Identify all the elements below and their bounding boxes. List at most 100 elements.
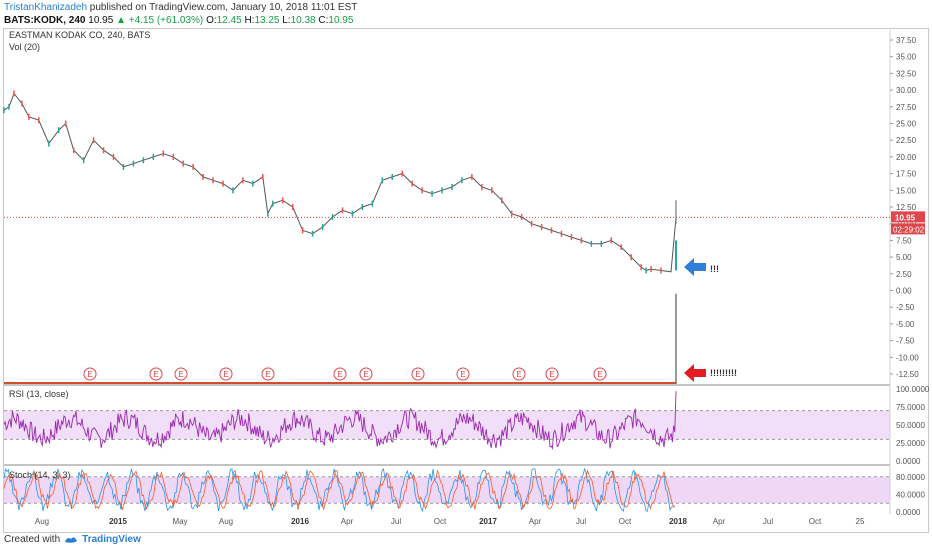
high-value: 13.25 — [254, 15, 280, 26]
earnings-marker-label: E — [265, 370, 270, 379]
y-tick-label: 7.50 — [896, 236, 912, 245]
open-value: 12.45 — [216, 15, 242, 26]
y-tick-label: 27.50 — [896, 103, 917, 112]
symbol-label: BATS:KODK, 240 — [4, 15, 86, 26]
x-tick-label: 2018 — [669, 517, 687, 526]
earnings-marker-label: E — [516, 370, 521, 379]
x-tick-label: 25 — [856, 517, 865, 526]
publish-info: published on TradingView.com, January 10… — [89, 2, 358, 13]
x-tick-label: Jul — [391, 517, 401, 526]
y-tick-label: -5.00 — [896, 320, 915, 329]
close-label: C: — [318, 15, 329, 26]
overlays: 10.95 02:29:02 — [4, 211, 925, 382]
earnings-marker: E — [333, 367, 347, 381]
earnings-marker: E — [261, 367, 275, 381]
x-tick-label: Jul — [763, 517, 773, 526]
x-tick-label: Oct — [619, 517, 632, 526]
earnings-marker: E — [512, 367, 526, 381]
earnings-marker: E — [219, 367, 233, 381]
x-tick-label: Jul — [576, 517, 586, 526]
stoch-band — [4, 476, 890, 504]
price-tag-timer-bg — [891, 223, 925, 235]
footer: Created with TradingView — [4, 534, 141, 545]
blue-arrow-icon — [684, 258, 706, 276]
symbol-line: BATS:KODK, 240 10.95 ▲ +4.15 (+61.03%) O… — [4, 15, 353, 26]
x-tick-label: Aug — [35, 517, 49, 526]
publish-line: TristanKhanizadeh published on TradingVi… — [4, 2, 357, 13]
y-tick-label: 0.00 — [896, 286, 912, 295]
y-tick-label: -10.00 — [896, 353, 919, 362]
rsi-tick-label: 75.0000 — [896, 403, 925, 412]
blue-note: !!! — [710, 264, 719, 274]
stoch-d-line — [3, 469, 675, 511]
y-tick-label: 37.50 — [896, 36, 917, 45]
earnings-marker-label: E — [153, 370, 158, 379]
stoch-tick-label: 0.0000 — [896, 508, 921, 517]
volume-label: Vol (20) — [9, 42, 40, 52]
high-label: H: — [244, 15, 255, 26]
y-tick-label: -2.50 — [896, 303, 915, 312]
price-line — [3, 92, 677, 273]
last-price: 10.95 — [88, 15, 114, 26]
earnings-marker-label: E — [597, 370, 602, 379]
rsi-band — [4, 410, 890, 440]
earnings-marker: E — [174, 367, 188, 381]
rsi-tick-label: 50.0000 — [896, 421, 925, 430]
earnings-marker: E — [456, 367, 470, 381]
price-tag-timer: 02:29:02 — [893, 225, 925, 234]
x-tick-label: Apr — [713, 517, 726, 526]
earnings-marker: E — [359, 367, 373, 381]
red-arrow-icon — [684, 364, 706, 382]
earnings-marker-label: E — [337, 370, 342, 379]
chart-frame — [3, 28, 929, 533]
y-tick-label: 22.50 — [896, 136, 917, 145]
x-axis: Aug 2015 May Aug 2016 Apr Jul Oct 2017 Apr Jul Oct 2… — [35, 517, 865, 526]
red-note: !!!!!!!!! — [710, 368, 737, 378]
y-tick-label: 17.50 — [896, 170, 917, 179]
price-tag-value: 10.95 — [895, 213, 916, 222]
rsi-series — [3, 391, 677, 450]
x-tick-label: Apr — [529, 517, 542, 526]
x-tick-label: 2017 — [479, 517, 497, 526]
stoch-tick-label: 40.0000 — [896, 490, 925, 499]
y-tick-label: 5.00 — [896, 253, 912, 262]
stoch-band-fill — [4, 476, 890, 504]
x-tick-label: May — [172, 517, 187, 526]
stoch-label: Stoch (14, 3, 3) — [9, 470, 71, 480]
earnings-marker: E — [149, 367, 163, 381]
earnings-marker-label: E — [363, 370, 368, 379]
x-tick-label: Apr — [341, 517, 354, 526]
x-tick-label: 2016 — [291, 517, 309, 526]
x-tick-label: Oct — [809, 517, 822, 526]
y-tick-label: 25.00 — [896, 120, 917, 129]
open-label: O: — [206, 15, 217, 26]
created-with: Created with — [4, 534, 61, 545]
y-tick-label: 20.00 — [896, 153, 917, 162]
y-tick-label: 15.00 — [896, 186, 917, 195]
rsi-tick-label: 0.0000 — [896, 457, 921, 466]
earnings-marker-label: E — [223, 370, 228, 379]
earnings-marker-label: E — [178, 370, 183, 379]
x-tick-label: 2015 — [109, 517, 127, 526]
rsi-line — [3, 391, 677, 450]
y-tick-label: 35.00 — [896, 53, 917, 62]
rsi-band-fill — [4, 410, 890, 440]
earnings-marker: E — [411, 367, 425, 381]
earnings-marker-label: E — [549, 370, 554, 379]
earnings-marker: E — [545, 367, 559, 381]
earnings-marker-label: E — [415, 370, 420, 379]
rsi-tick-label: 100.0000 — [896, 385, 930, 394]
brand-link[interactable]: TradingView — [82, 534, 141, 545]
y-tick-label: -7.50 — [896, 337, 915, 346]
x-tick-label: Aug — [219, 517, 233, 526]
rsi-label: RSI (13, close) — [9, 389, 69, 399]
y-tick-label: 30.00 — [896, 86, 917, 95]
earnings-marker: E — [83, 367, 97, 381]
x-tick-label: Oct — [434, 517, 447, 526]
price-series — [3, 90, 677, 384]
author-link[interactable]: TristanKhanizadeh — [4, 2, 88, 13]
price-tag-bg — [891, 211, 925, 223]
stoch-k-line — [3, 467, 675, 513]
